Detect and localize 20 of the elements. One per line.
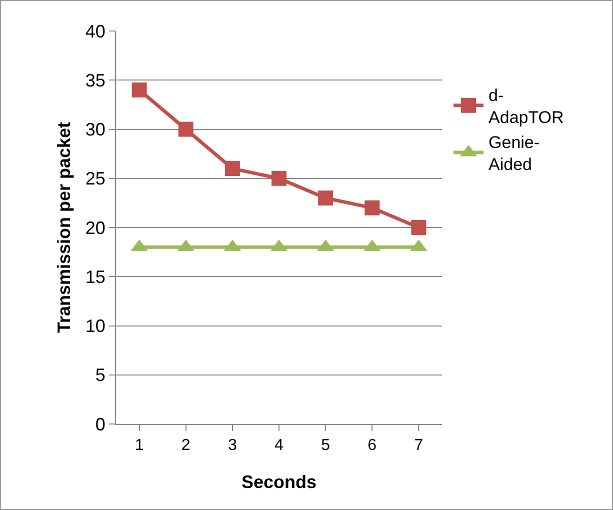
legend-label: Genie-Aided	[488, 133, 540, 174]
y-tick-label: 5	[95, 365, 106, 386]
x-tick-label: 3	[228, 437, 237, 454]
y-tick-label: 30	[85, 120, 106, 140]
x-tick-label: 6	[368, 437, 377, 454]
x-tick-label: 5	[321, 437, 330, 454]
x-tick-label: 2	[181, 437, 190, 454]
y-axis-title: Transmission per packet	[54, 122, 74, 334]
y-tick-label: 0	[95, 414, 106, 434]
y-tick-label: 25	[85, 168, 106, 189]
y-tick-label: 15	[85, 266, 106, 287]
x-tick-label: 4	[274, 437, 284, 454]
y-tick-label: 35	[85, 70, 106, 90]
legend-label: d-AdapTOR	[488, 86, 564, 128]
x-tick-label: 7	[414, 437, 424, 454]
y-tick-label: 10	[85, 316, 106, 336]
y-tick-label: 40	[85, 21, 106, 42]
x-tick-label: 1	[134, 437, 144, 454]
x-axis-title: Seconds	[241, 472, 317, 492]
y-tick-label: 20	[85, 218, 106, 238]
